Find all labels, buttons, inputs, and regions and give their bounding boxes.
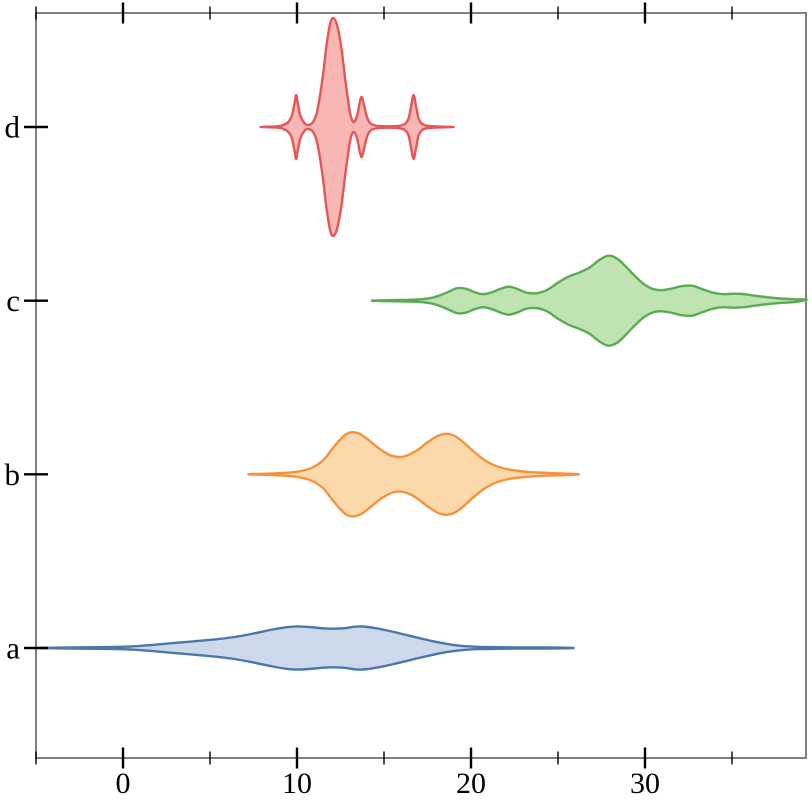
category-label: b: [5, 457, 21, 492]
x-tick-label: 0: [116, 767, 131, 800]
violin-a: [34, 625, 575, 671]
category-label: c: [6, 283, 20, 318]
category-label: a: [6, 631, 20, 666]
category-label: d: [5, 110, 21, 145]
violin-b: [247, 431, 581, 518]
x-tick-label: 30: [630, 767, 660, 800]
x-tick-label: 10: [282, 767, 312, 800]
violin-c: [370, 254, 808, 347]
plot-frame: [35, 12, 807, 759]
violin-d: [259, 16, 455, 238]
x-tick-label: 20: [456, 767, 486, 800]
